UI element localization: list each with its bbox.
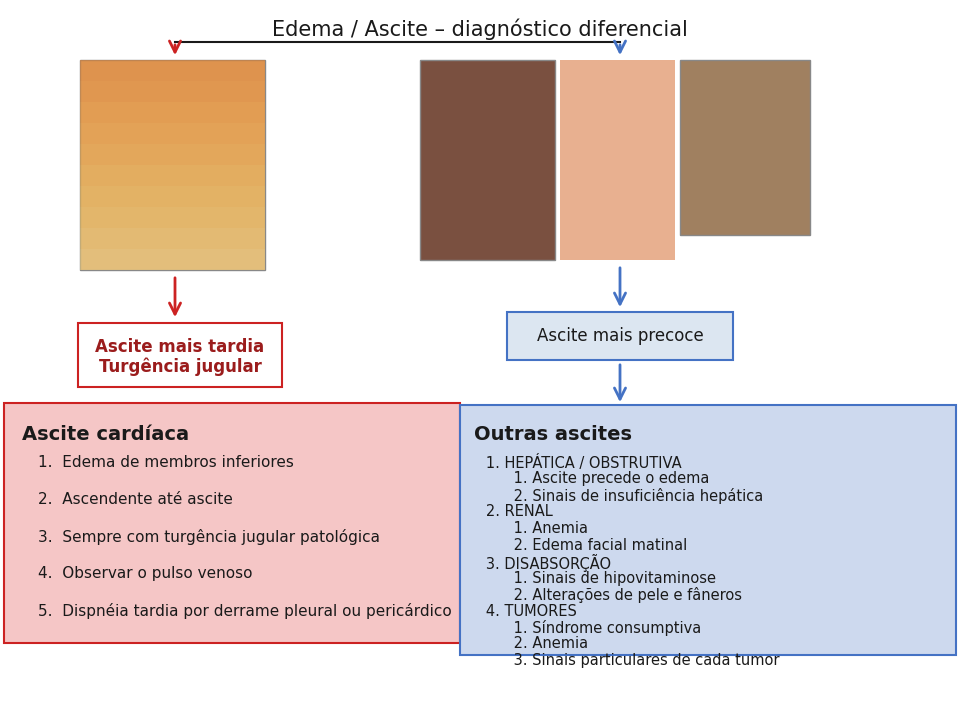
Bar	[80, 60, 265, 270]
Text: 1. Ascite precede o edema: 1. Ascite precede o edema	[472, 471, 709, 486]
Bar	[560, 60, 675, 260]
Bar	[80, 60, 265, 81]
Text: Ascite mais precoce: Ascite mais precoce	[537, 327, 704, 345]
Bar	[80, 81, 265, 102]
Text: 2. RENAL: 2. RENAL	[472, 505, 553, 520]
Bar	[80, 207, 265, 228]
Text: 2. Edema facial matinal: 2. Edema facial matinal	[472, 538, 687, 553]
Text: Outras ascites: Outras ascites	[474, 425, 632, 444]
Text: 4. TUMORES: 4. TUMORES	[472, 603, 577, 618]
Text: 1.  Edema de membros inferiores: 1. Edema de membros inferiores	[38, 455, 294, 470]
Bar	[680, 60, 810, 235]
Text: 4.  Observar o pulso venoso: 4. Observar o pulso venoso	[38, 566, 252, 581]
Bar	[80, 249, 265, 270]
FancyBboxPatch shape	[460, 405, 956, 655]
Text: 2. Sinais de insuficiência hepática: 2. Sinais de insuficiência hepática	[472, 488, 763, 504]
Bar	[80, 228, 265, 249]
Text: 5.  Dispnéia tardia por derrame pleural ou pericárdico: 5. Dispnéia tardia por derrame pleural o…	[38, 603, 452, 619]
Text: Ascite cardíaca: Ascite cardíaca	[22, 425, 189, 444]
Text: 1. Sinais de hipovitaminose: 1. Sinais de hipovitaminose	[472, 570, 716, 585]
Text: 1. HEPÁTICA / OBSTRUTIVA: 1. HEPÁTICA / OBSTRUTIVA	[472, 455, 682, 471]
FancyBboxPatch shape	[78, 323, 282, 387]
Bar	[420, 60, 555, 260]
Bar	[80, 123, 265, 144]
Text: 2. Alterações de pele e fâneros: 2. Alterações de pele e fâneros	[472, 587, 742, 603]
Text: Ascite mais tardia: Ascite mais tardia	[95, 338, 265, 356]
Text: Edema / Ascite – diagnóstico diferencial: Edema / Ascite – diagnóstico diferencial	[272, 18, 688, 39]
Text: Turgência jugular: Turgência jugular	[99, 358, 261, 376]
Text: 1. Síndrome consumptiva: 1. Síndrome consumptiva	[472, 620, 701, 636]
FancyBboxPatch shape	[507, 312, 733, 360]
Text: 1. Anemia: 1. Anemia	[472, 521, 588, 536]
Text: 2.  Ascendente até ascite: 2. Ascendente até ascite	[38, 492, 233, 507]
Bar	[80, 165, 265, 186]
Text: 3. Sinais particulares de cada tumor: 3. Sinais particulares de cada tumor	[472, 653, 780, 668]
Text: 3. DISABSORÇÃO: 3. DISABSORÇÃO	[472, 554, 612, 572]
Text: 2. Anemia: 2. Anemia	[472, 636, 588, 651]
Bar	[80, 186, 265, 207]
FancyBboxPatch shape	[4, 403, 460, 643]
Bar	[80, 102, 265, 123]
Bar	[80, 144, 265, 165]
Text: 3.  Sempre com turgência jugular patológica: 3. Sempre com turgência jugular patológi…	[38, 529, 380, 545]
